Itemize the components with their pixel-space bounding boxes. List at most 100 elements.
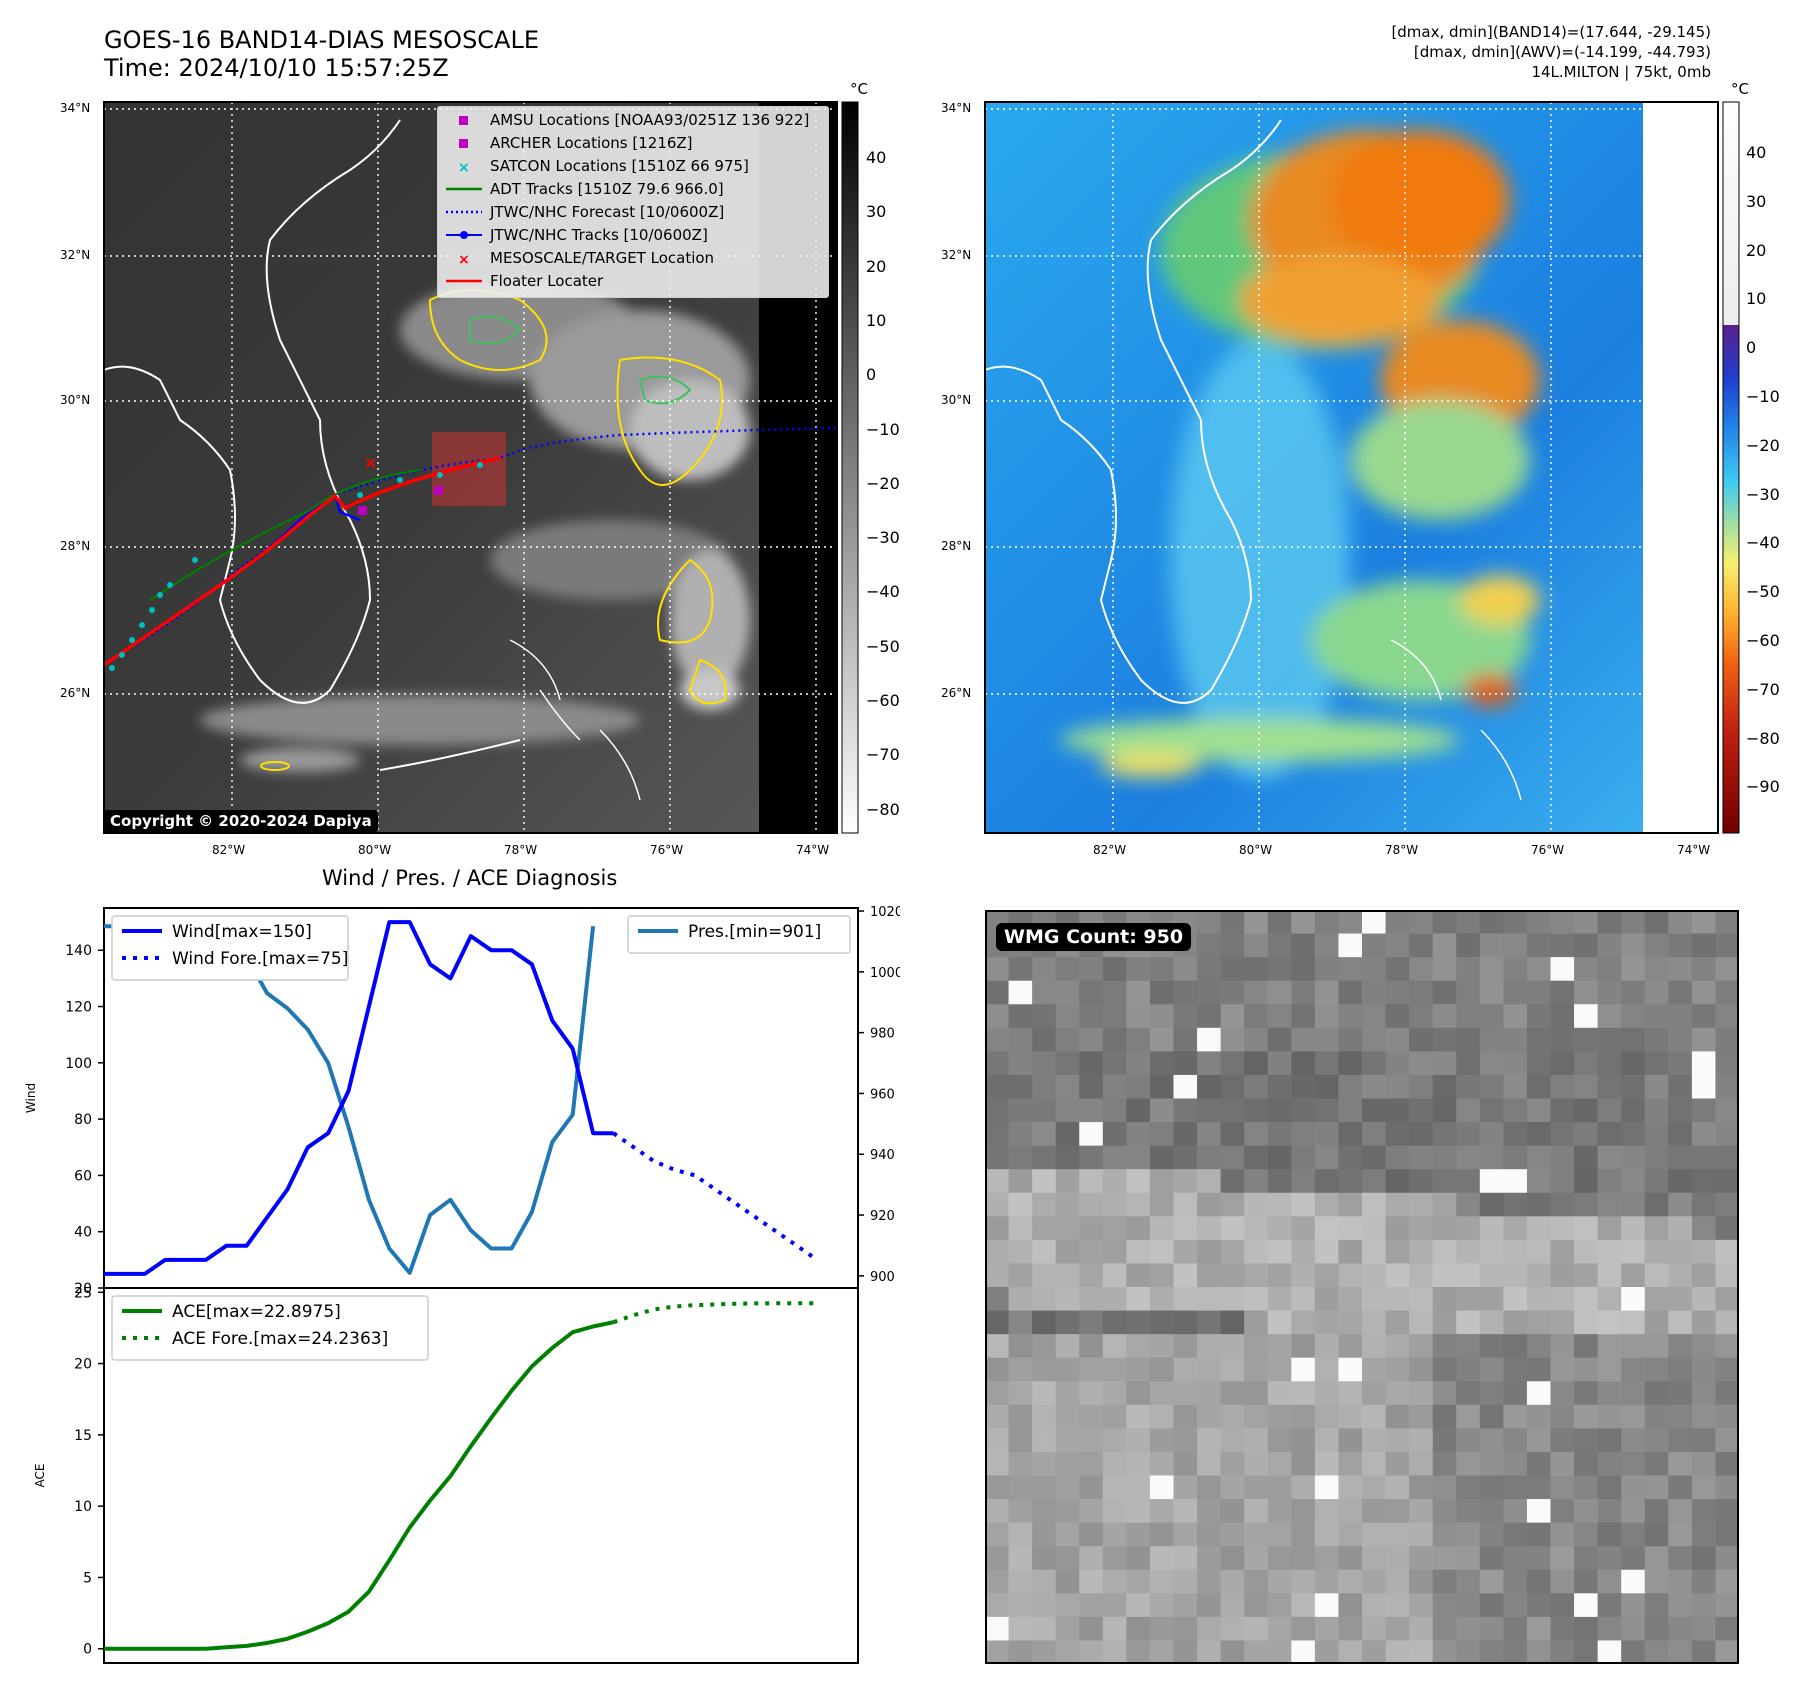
legend-row: JTWC/NHC Forecast [10/0600Z] — [444, 201, 824, 223]
wind-legend — [111, 915, 349, 981]
storm-info: 14L.MILTON | 75kt, 0mb — [1531, 63, 1711, 81]
color-nodata-strip — [1643, 102, 1718, 833]
gray-colorbar-tick: −60 — [866, 691, 900, 710]
color-lat-34: 34°N — [941, 101, 972, 115]
ace-legend — [111, 1295, 429, 1361]
gray-colorbar-tick: −20 — [866, 473, 900, 493]
legend-swatch-icon: × — [458, 160, 470, 176]
color-lat-28: 28°N — [941, 539, 972, 553]
wind-ytick-label: 80 — [74, 1112, 92, 1128]
gray-colorbar-tick: −40 — [866, 582, 900, 602]
color-colorbar — [1722, 101, 1740, 834]
gray-colorbar-unit: °C — [850, 80, 868, 98]
legend-row: AMSU Locations [NOAA93/0251Z 136 922] — [444, 109, 824, 131]
gray-colorbar-tick: 0 — [866, 365, 877, 385]
wmg-count-badge: WMG Count: 950 — [996, 923, 1192, 951]
copyright-badge: Copyright © 2020-2024 Dapiya — [104, 810, 378, 832]
legend-row: × SATCON Locations [1510Z 66 975] — [444, 155, 824, 177]
color-colorbar-tick: −90 — [1746, 777, 1780, 797]
color-colorbar-tick: −80 — [1746, 728, 1780, 748]
ace-legend-label: ACE Fore.[max=24.2363] — [172, 1329, 388, 1349]
adt-track — [149, 469, 421, 601]
ir-lat-32: 32°N — [60, 248, 91, 262]
ir-lat-30: 30°N — [60, 393, 91, 407]
ace-axis-label: ACE — [33, 1464, 47, 1488]
legend-row: ADT Tracks [1510Z 79.6 966.0] — [444, 178, 824, 200]
color-map-frame — [984, 101, 1719, 834]
wind-ytick-label: 40 — [74, 1225, 92, 1241]
pressure-ytick-label: 920 — [870, 1209, 895, 1224]
wind-ytick-label: 60 — [74, 1168, 92, 1184]
map-legend: AMSU Locations [NOAA93/0251Z 136 922] ARC… — [437, 106, 829, 298]
gray-colorbar-tick: −80 — [866, 799, 900, 819]
amsu-marker — [358, 506, 367, 515]
floater-box — [432, 432, 506, 506]
pressure-ytick-label: 960 — [870, 1087, 895, 1102]
ir-lon-76: 76°W — [650, 843, 684, 857]
color-colorbar-tick: −50 — [1746, 582, 1780, 602]
wind-ytick-label: 20 — [74, 1281, 92, 1297]
gray-colorbar-tick: −70 — [866, 745, 900, 765]
forecast-track — [109, 426, 838, 662]
color-colorbar-tick: −60 — [1746, 631, 1780, 650]
color-colorbar-tick: 10 — [1746, 289, 1767, 309]
wind-legend-label: Wind Fore.[max=75] — [172, 949, 348, 969]
legend-label: Floater Locater — [490, 272, 604, 290]
wind-forecast-series-line — [612, 1131, 819, 1262]
color-colorbar-tick: 40 — [1746, 143, 1767, 162]
ace-ytick-label: 25 — [74, 1285, 92, 1301]
color-lat-26: 26°N — [941, 686, 972, 700]
color-colorbar-tick: −40 — [1746, 533, 1780, 553]
gray-colorbar-tick: −30 — [866, 528, 900, 548]
pressure-legend — [627, 915, 851, 954]
ir-lat-34: 34°N — [60, 101, 91, 115]
pressure-ytick-label: 940 — [870, 1148, 895, 1163]
wmg-frame — [985, 910, 1739, 1664]
color-map-panel — [984, 101, 1740, 834]
gray-colorbar-tick: 10 — [866, 310, 887, 330]
ir-lat-26: 26°N — [60, 686, 91, 700]
ace-ytick-label: 0 — [83, 1642, 92, 1658]
color-lon-78: 78°W — [1385, 843, 1419, 857]
wind-ytick-label: 100 — [65, 1056, 92, 1072]
bahamas-coastline — [509, 639, 641, 801]
legend-swatch-icon — [446, 231, 482, 239]
legend-swatch-icon — [446, 210, 482, 214]
band14-stats: [dmax, dmin](BAND14)=(17.644, -29.145) — [1391, 23, 1711, 41]
color-lon-80: 80°W — [1239, 843, 1273, 857]
svg-text:×: × — [458, 252, 470, 268]
legend-label: JTWC/NHC Forecast [10/0600Z] — [490, 203, 725, 221]
ir-cloud-features — [200, 280, 750, 772]
wind-series-line — [104, 920, 614, 1276]
color-colorbar-tick: 30 — [1746, 191, 1767, 211]
ace-forecast-series-line — [612, 1301, 818, 1325]
main-title: GOES-16 BAND14-DIAS MESOSCALE — [104, 26, 540, 54]
color-colorbar-unit: °C — [1731, 80, 1749, 98]
ace-ytick-label: 10 — [74, 1499, 92, 1515]
archer-marker — [434, 486, 443, 495]
target-marker: × — [364, 453, 377, 472]
ir-lon-82: 82°W — [212, 843, 246, 857]
legend-row: × MESOSCALE/TARGET Location — [444, 247, 824, 269]
legend-swatch-icon — [459, 116, 468, 125]
legend-label: ADT Tracks [1510Z 79.6 966.0] — [490, 180, 724, 198]
ace-ytick-label: 15 — [74, 1428, 92, 1444]
legend-row: JTWC/NHC Tracks [10/0600Z] — [444, 224, 824, 246]
ace-ytick-label: 5 — [83, 1570, 92, 1586]
ir-lat-28: 28°N — [60, 539, 91, 553]
legend-swatch-icon — [459, 139, 468, 148]
pressure-ytick-label: 980 — [870, 1027, 895, 1042]
gray-colorbar-tick: −50 — [866, 636, 900, 656]
wind-ytick-label: 140 — [65, 943, 92, 959]
color-colorbar-tick: 0 — [1746, 338, 1757, 358]
legend-label: AMSU Locations [NOAA93/0251Z 136 922] — [490, 111, 810, 129]
legend-label: SATCON Locations [1510Z 66 975] — [490, 157, 749, 175]
legend-swatch-icon — [446, 279, 482, 283]
color-colorbar-tick: −20 — [1746, 435, 1780, 455]
ir-lon-78: 78°W — [504, 843, 538, 857]
floater-track — [103, 456, 501, 667]
green-contours — [469, 315, 692, 405]
wind-legend-label: Wind[max=150] — [172, 922, 312, 942]
ir-lon-74: 74°W — [796, 843, 830, 857]
